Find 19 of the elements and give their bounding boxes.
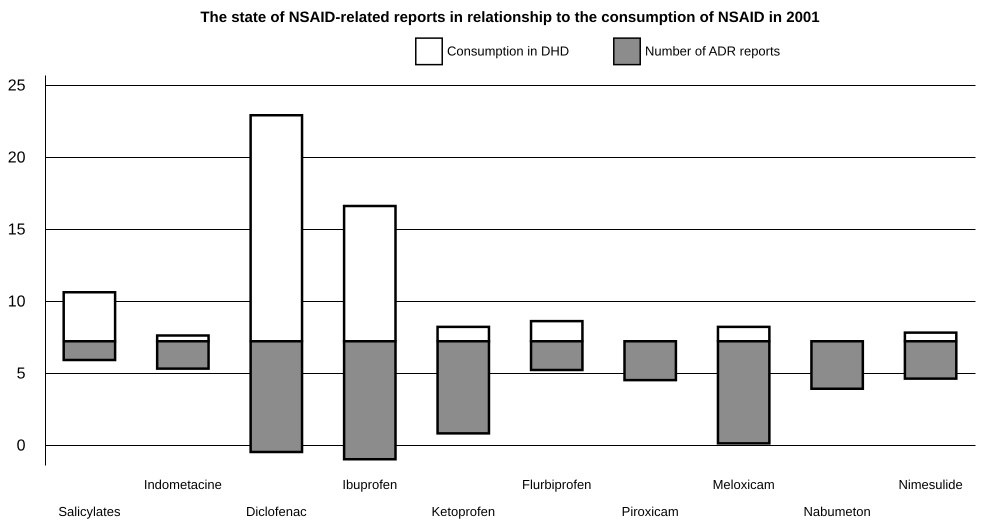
x-tick-label: Nimesulide: [898, 477, 963, 492]
x-tick-label: Meloxicam: [712, 477, 775, 492]
legend-label: Consumption in DHD: [447, 43, 570, 58]
y-tick-label: 25: [8, 78, 26, 95]
x-tick-label: Flurbiprofen: [522, 477, 592, 492]
x-tick-label: Indometacine: [144, 477, 222, 492]
legend-label: Number of ADR reports: [645, 43, 781, 58]
x-tick-label: Diclofenac: [246, 504, 308, 519]
y-tick-label: 20: [8, 150, 26, 167]
y-tick-label: 5: [16, 365, 26, 382]
x-tick-label: Ibuprofen: [342, 477, 398, 492]
y-tick-label: 0: [16, 437, 26, 454]
x-tick-label: Piroxicam: [622, 504, 679, 519]
chart-title: The state of NSAID-related reports in relationship to the consumption of NSAID in 2001: [200, 9, 820, 26]
y-tick-label: 15: [8, 221, 26, 238]
x-tick-label: Ketoprofen: [431, 504, 496, 519]
x-tick-label: Nabumeton: [804, 504, 871, 519]
y-tick-label: 10: [8, 293, 26, 310]
x-tick-label: Salicylates: [58, 504, 121, 519]
